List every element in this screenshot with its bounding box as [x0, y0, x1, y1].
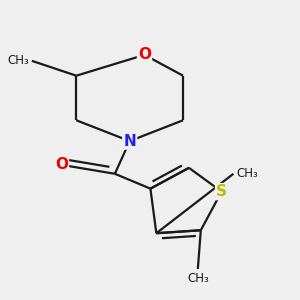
Text: O: O	[138, 47, 151, 62]
Text: S: S	[216, 184, 227, 199]
Text: O: O	[55, 158, 68, 172]
Text: N: N	[123, 134, 136, 148]
Text: CH₃: CH₃	[187, 272, 209, 285]
Text: CH₃: CH₃	[236, 167, 258, 180]
Text: CH₃: CH₃	[7, 54, 29, 67]
